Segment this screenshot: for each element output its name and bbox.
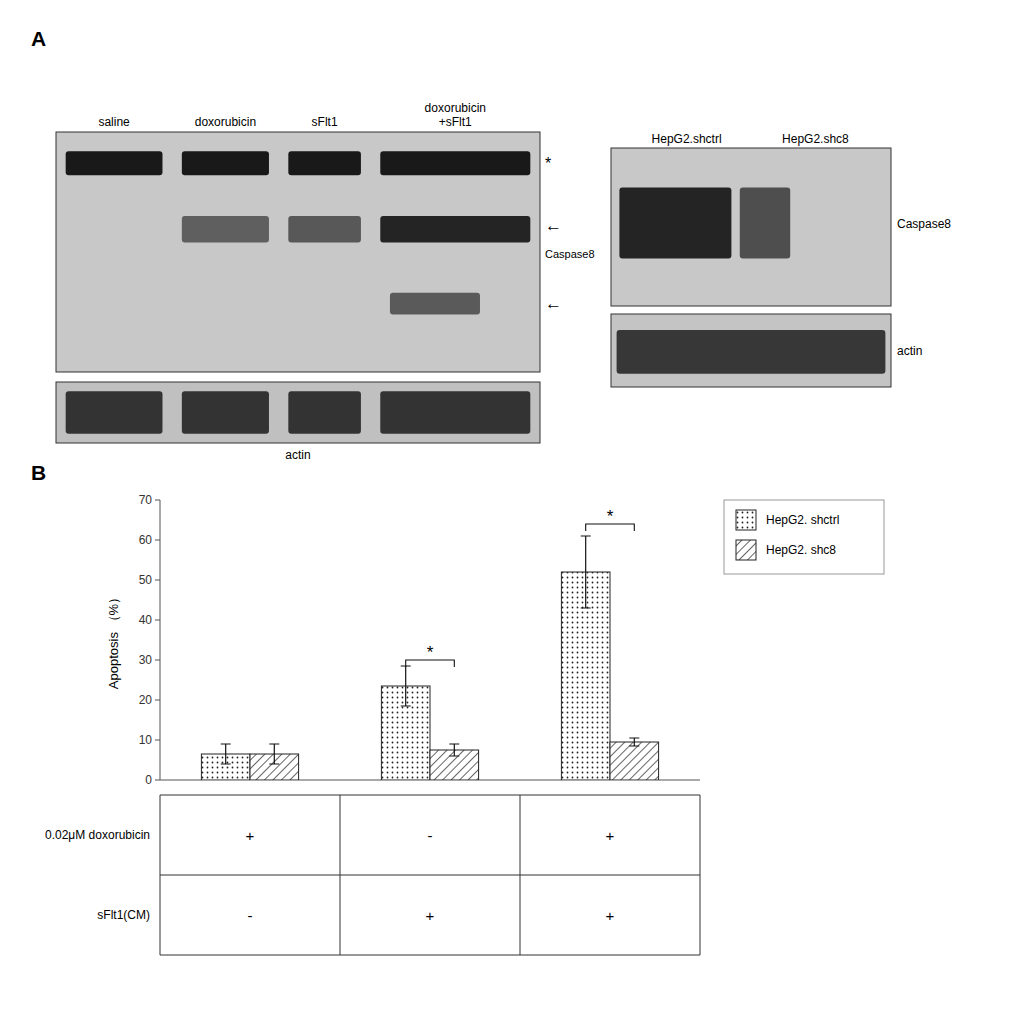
y-axis: 0 10 20 30 40 50 60 70 [139, 493, 700, 787]
blot-annotation: ← [545, 216, 562, 235]
significance-label: * [427, 643, 434, 662]
table-cell: + [246, 827, 255, 844]
blot [611, 314, 891, 387]
table-rule [160, 955, 700, 956]
blot-annotation: * [545, 155, 551, 172]
table-rule [520, 795, 521, 955]
figure: AsalinedoxorubicinsFlt1doxorubicin+sFlt1… [0, 0, 1019, 1019]
table-cell: - [428, 827, 433, 844]
y-tick-label: 30 [139, 653, 153, 667]
y-tick [155, 540, 160, 541]
text-line: doxorubicin [425, 101, 486, 115]
y-tick-label: 10 [139, 733, 153, 747]
blot-annotation: Caspase8 [545, 248, 595, 260]
blot-band [619, 188, 731, 259]
y-tick-label: 0 [145, 773, 152, 787]
blot-membrane [611, 148, 891, 306]
blot-annotation: actin [897, 344, 922, 358]
table-rule [340, 795, 341, 955]
blot-band [380, 216, 530, 242]
lane-label: HepG2.shc8 [782, 132, 849, 146]
legend-label: HepG2. shctrl [766, 513, 839, 527]
y-axis-label: Apoptosis （%） [106, 591, 121, 689]
error-bar [581, 536, 591, 608]
legend-swatch [736, 540, 756, 560]
blot-band [182, 391, 269, 434]
error-bar [449, 744, 459, 756]
blot-band [288, 391, 361, 434]
blot-band [617, 330, 886, 374]
lane-label: sFlt1 [312, 115, 338, 129]
treatment-table: 0.02μM doxorubicin + - + sFlt1(CM) - + + [45, 795, 700, 955]
blot [611, 148, 891, 306]
blot-membrane [56, 382, 540, 443]
blot-band [66, 391, 163, 434]
blot [56, 132, 540, 372]
blot-annotation: actin [285, 448, 310, 462]
lane-label: doxorubicin+sFlt1 [425, 101, 486, 129]
blot-band [66, 151, 163, 175]
blot-membrane [56, 132, 540, 372]
blot-band [390, 293, 480, 315]
table-rule [160, 795, 700, 796]
y-tick [155, 620, 160, 621]
legend-label: HepG2. shc8 [766, 543, 836, 557]
blot [56, 382, 540, 443]
blot-band [380, 391, 530, 434]
blot-band [288, 151, 361, 175]
table-rule [160, 795, 161, 955]
y-tick [155, 500, 160, 501]
table-cell: + [606, 827, 615, 844]
lane-label: saline [98, 115, 130, 129]
y-tick [155, 740, 160, 741]
y-tick-label: 40 [139, 613, 153, 627]
bars [201, 536, 658, 780]
significance-label: * [607, 507, 614, 526]
blot-band [380, 151, 530, 175]
error-bar [221, 744, 231, 764]
table-cell: - [248, 907, 253, 924]
blot-annotation: Caspase8 [897, 217, 951, 231]
blot-band [182, 151, 269, 175]
y-tick [155, 700, 160, 701]
bar [610, 742, 659, 780]
blot-band [288, 216, 361, 242]
blot-band [182, 216, 269, 242]
table-rule [160, 875, 700, 876]
y-tick [155, 580, 160, 581]
y-tick-label: 60 [139, 533, 153, 547]
table-row-label: sFlt1(CM) [97, 908, 150, 922]
text-line: +sFlt1 [439, 115, 472, 129]
blot-membrane [611, 314, 891, 387]
y-tick-label: 50 [139, 573, 153, 587]
table-cell: + [426, 907, 435, 924]
error-bar [401, 666, 411, 706]
table-rule [700, 795, 701, 955]
legend-swatch [736, 510, 756, 530]
y-tick-label: 20 [139, 693, 153, 707]
error-bar [629, 738, 639, 746]
y-tick-label: 70 [139, 493, 153, 507]
legend: HepG2. shctrl HepG2. shc8 [724, 500, 884, 574]
lane-label: HepG2.shctrl [652, 132, 722, 146]
blot-band [740, 188, 790, 259]
y-tick [155, 780, 160, 781]
y-axis-line [160, 500, 161, 780]
legend-frame [724, 500, 884, 574]
table-cell: + [606, 907, 615, 924]
lane-label: doxorubicin [195, 115, 256, 129]
background [0, 0, 1019, 1019]
panel-label: A [31, 27, 46, 50]
y-tick [155, 660, 160, 661]
panel-label: B [31, 461, 46, 484]
error-bar [269, 744, 279, 764]
blot-annotation: ← [545, 294, 562, 313]
table-row-label: 0.02μM doxorubicin [45, 828, 150, 842]
